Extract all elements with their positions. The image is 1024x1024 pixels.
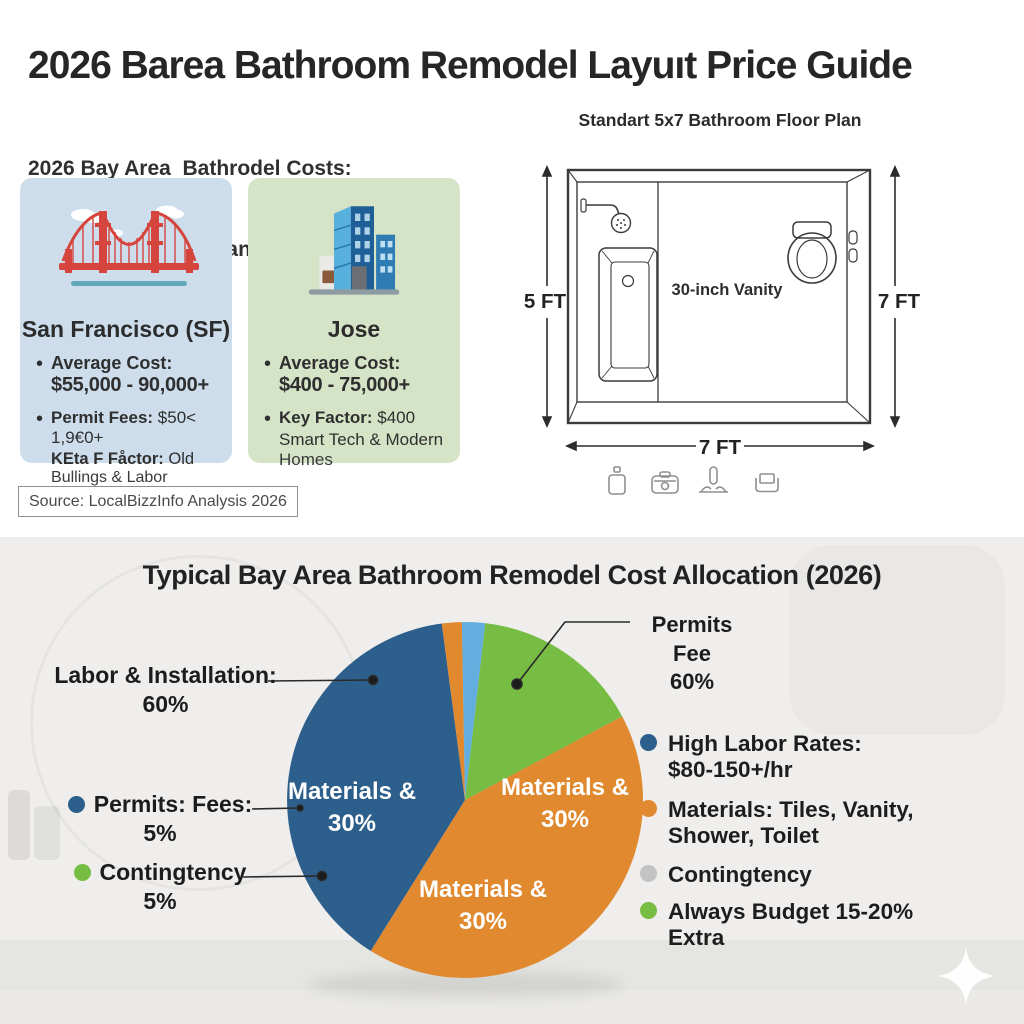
callout-permits-label: Permits: Fees: xyxy=(93,791,253,817)
pie-slice-permits-fee xyxy=(465,623,623,800)
pie-legend: High Labor Rates: $80-150+/hr Materials:… xyxy=(640,731,970,964)
shower-head xyxy=(580,198,632,234)
key-factor-value-jose: $400 xyxy=(372,408,416,427)
callout-permits-value: 5% xyxy=(143,819,177,846)
pie-label-orange-bottom-line2: 30% xyxy=(459,908,507,935)
pie-label-orange-right-line2: 30% xyxy=(541,806,589,833)
toiletry-box-icon xyxy=(651,471,679,494)
key-factor-label-sf: KEta F Fåctor: xyxy=(51,450,164,468)
pie-chart: Materials & 30% Materials & 30% Material… xyxy=(242,621,644,999)
legend-materials-line2: Shower, Toilet xyxy=(668,822,819,848)
pie-label-blue-line1: Materials & xyxy=(288,778,416,805)
callout-labor-value: 60% xyxy=(142,690,189,717)
card-title-sf: San Francisco (SF) xyxy=(21,316,231,342)
pie-slice-sliver-lightblue xyxy=(461,621,486,800)
toilet xyxy=(787,221,837,284)
office-building-icon-svg xyxy=(308,206,400,295)
legend-dot-materials xyxy=(640,799,657,817)
legend-labor-line2: $80-150+/hr xyxy=(668,757,793,783)
page-title: 2026 Barea Bathroom Remodel Layuıt Price… xyxy=(28,44,913,88)
legend-materials-line1: Materials: Tiles, Vanity, xyxy=(668,796,914,822)
average-cost-label: Average Cost: xyxy=(51,353,173,373)
legend-dot-labor xyxy=(640,734,657,751)
background-bottle-shape-2 xyxy=(34,806,60,860)
legend-contingency-line1: Contingtency xyxy=(668,862,812,888)
card-bullets-sf: Average Cost: $55,000 - 90,000+ Permit F… xyxy=(20,353,232,487)
pie-slice-materials xyxy=(370,716,644,978)
dim-bottom-label: 7 FT xyxy=(699,436,742,459)
pie-slice-labor xyxy=(287,623,465,951)
bullet-key-factor-jose: Key Factor: $400 Smart Tech & Modern Hom… xyxy=(264,408,448,470)
callout-labor-installation: Labor & Installation: 60% xyxy=(38,661,293,719)
bullet-permit-fees-sf: Permit Fees: $50< 1,9€0+ KEta F Fåctor: … xyxy=(36,408,220,487)
callout-permits-fees: Permits: Fees: 5% xyxy=(60,790,260,848)
pie-chart-title: Typical Bay Area Bathroom Remodel Cost A… xyxy=(142,560,882,590)
pie-label-orange-right-line1: Materials & xyxy=(501,774,629,801)
contingency-dot xyxy=(73,863,91,881)
callout-contingency-label: Contingtency xyxy=(99,859,247,885)
legend-item-budget-extra: Always Budget 15-20% Extra xyxy=(640,899,970,952)
legend-item-contingency: Contingtency xyxy=(640,862,970,888)
bullet-average-cost-jose: Average Cost: $400 - 75,000+ xyxy=(264,353,448,397)
floor-plan-outer-wall xyxy=(566,168,872,425)
card-bullets-jose: Average Cost: $400 - 75,000+ Key Factor:… xyxy=(248,353,460,470)
pie-label-orange-bottom-line1: Materials & xyxy=(419,876,547,903)
average-cost-value-jose: $400 - 75,000+ xyxy=(279,374,410,396)
costs-heading-line1: 2026 Bay Area Bathrodel Costs: xyxy=(28,156,352,180)
legend-item-materials: Materials: Tiles, Vanity, Shower, Toilet xyxy=(640,797,970,850)
average-cost-label-jose: Average Cost: xyxy=(279,353,401,373)
key-factor-label-jose: Key Factor: xyxy=(279,408,373,427)
plunger-icon xyxy=(699,466,728,493)
bathtub xyxy=(598,247,658,382)
legend-budget-extra-line1: Always Budget 15-20% Extra xyxy=(668,898,914,950)
dim-left-label: 5 FT xyxy=(524,290,567,313)
callout-labor-label: Labor & Installation: xyxy=(54,662,277,688)
sink-tray-icon xyxy=(755,473,779,493)
card-title-jose: Jose xyxy=(327,316,381,342)
sparkle-icon xyxy=(937,947,995,1005)
floor-plan-title: Standart 5x7 Bathroom Floor Plan xyxy=(578,110,862,130)
dimension-lines xyxy=(541,165,901,452)
door-hinges xyxy=(848,230,858,263)
callout-permits-fee-label: Permits Fee xyxy=(651,612,733,666)
golden-gate-bridge-icon xyxy=(20,178,232,312)
callout-contingency-value: 5% xyxy=(143,887,177,914)
card-san-jose: Jose Average Cost: $400 - 75,000+ Key Fa… xyxy=(248,178,460,469)
source-note-text: Source: LocalBizzInfo Analysis 2026 xyxy=(29,492,287,510)
legend-dot-contingency xyxy=(640,865,657,883)
key-factor-line2-jose: Smart Tech & Modern xyxy=(279,430,444,449)
key-factor-line3-sf: Bullings & Labor xyxy=(51,469,168,486)
floor-plan-inner-wall xyxy=(576,181,848,403)
callout-permits-fee-value: 60% xyxy=(669,669,715,695)
dim-right-label: 7 FT xyxy=(878,290,921,313)
permits-fees-dot xyxy=(67,795,85,813)
floor-plan-diagram: 30-inch Vanity 5 FT 7 FT 7 FT xyxy=(524,165,921,495)
source-note: Source: LocalBizzInfo Analysis 2026 xyxy=(18,486,298,517)
callout-lines xyxy=(242,621,630,882)
bottle-icon xyxy=(608,466,626,495)
key-factor-line3-jose: Homes xyxy=(279,450,333,469)
golden-gate-bridge-icon-svg xyxy=(59,205,199,286)
pie-slice-sliver-orange xyxy=(441,622,465,800)
pie-label-blue-line2: 30% xyxy=(328,810,376,837)
office-building-icon xyxy=(248,178,460,312)
average-cost-value: $55,000 - 90,000+ xyxy=(51,374,209,396)
legend-dot-budget-extra xyxy=(640,901,657,919)
permit-fees-value: $50< 1,9€0+ xyxy=(51,408,197,447)
bullet-average-cost-sf: Average Cost: $55,000 - 90,000+ xyxy=(36,353,220,397)
background-bottle-shape xyxy=(8,790,30,860)
permit-fees-label: Permit Fees: xyxy=(51,408,154,427)
callout-permits-fee-top: Permits Fee 60% xyxy=(630,611,754,697)
legend-item-labor: High Labor Rates: $80-150+/hr xyxy=(640,731,970,784)
callout-contingency: Contingtency 5% xyxy=(60,858,260,916)
key-factor-value-sf: Old xyxy=(163,450,195,468)
card-san-francisco: San Francisco (SF) Average Cost: $55,000… xyxy=(20,178,232,486)
legend-labor-line1: High Labor Rates: xyxy=(668,731,862,756)
vanity-label: 30-inch Vanity xyxy=(672,281,784,299)
pie-shadow xyxy=(307,971,623,999)
